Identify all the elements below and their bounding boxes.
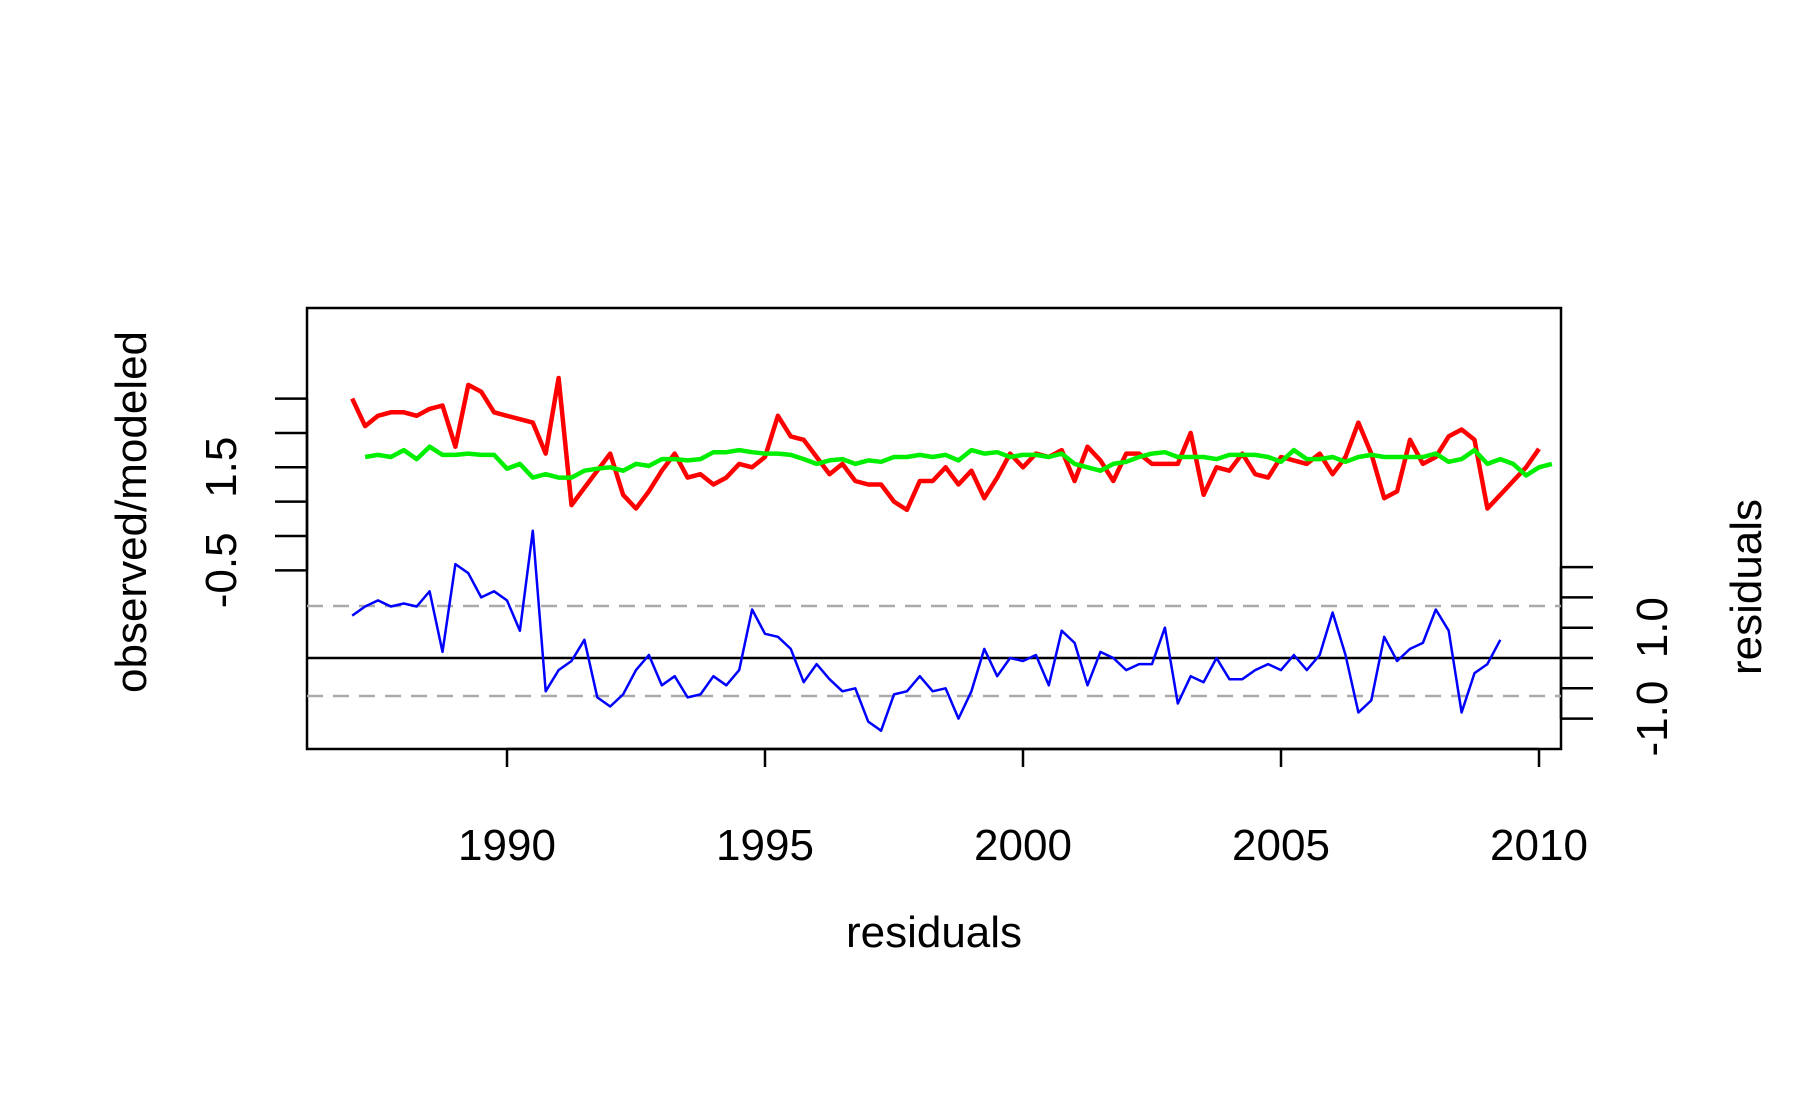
- right-y-axis: -1.0 1.0: [1559, 565, 1677, 757]
- x-tick-label: 1990: [458, 821, 556, 870]
- plot-frame: [305, 306, 1563, 751]
- x-tick-label: 2000: [974, 821, 1072, 870]
- x-axis-title: residuals: [846, 908, 1022, 957]
- series-layer: [350, 375, 1553, 732]
- right-y-axis-title: residuals: [1722, 499, 1771, 675]
- x-axis: 1990 1995 2000 2005 2010: [458, 747, 1588, 870]
- residuals-line: [351, 529, 1502, 732]
- left-y-axis: -0.5 1.5: [197, 397, 309, 608]
- x-tick-label: 1995: [716, 821, 814, 870]
- x-tick-label: 2010: [1490, 821, 1588, 870]
- right-tick-label: -1.0: [1628, 681, 1677, 757]
- left-tick-label: 1.5: [197, 437, 246, 498]
- left-tick-label: -0.5: [197, 532, 246, 608]
- modeled-line: [364, 444, 1553, 480]
- right-tick-label: 1.0: [1628, 597, 1677, 658]
- residual-reference-lines: [307, 604, 1561, 698]
- observed-line: [350, 375, 1541, 513]
- x-tick-label: 2005: [1232, 821, 1330, 870]
- left-y-axis-title: observed/modeled: [107, 331, 156, 693]
